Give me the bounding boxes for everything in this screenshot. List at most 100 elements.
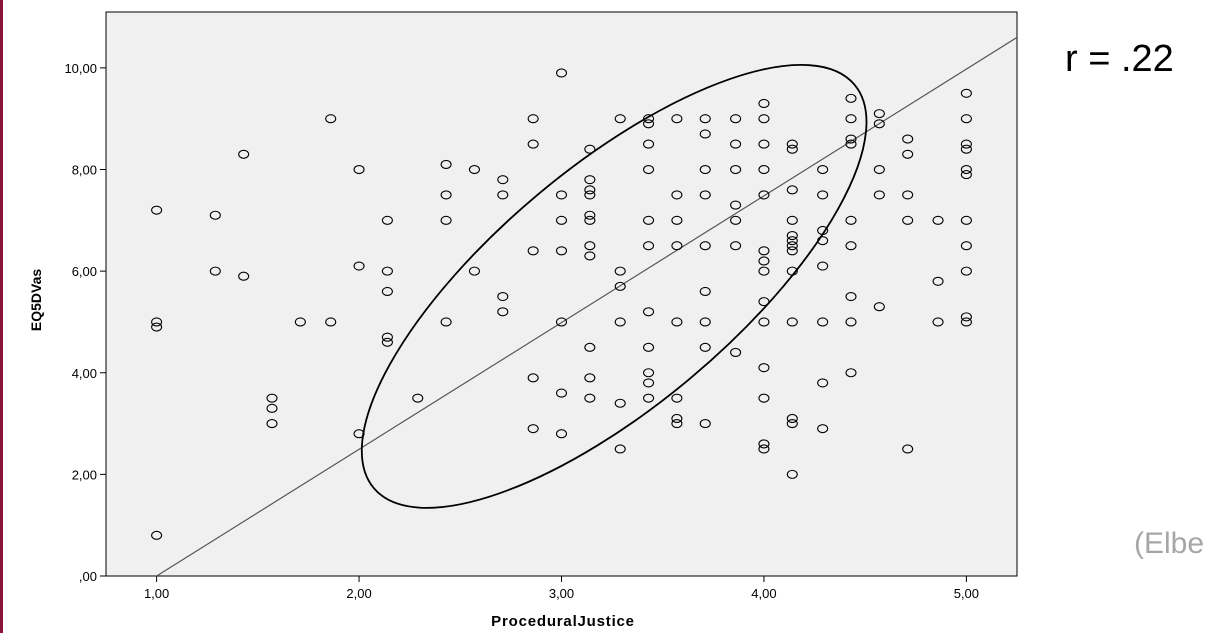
data-point xyxy=(527,114,539,124)
data-point xyxy=(758,164,770,175)
data-point xyxy=(671,413,683,424)
data-point xyxy=(325,317,337,327)
data-point xyxy=(758,444,770,454)
data-point xyxy=(699,190,711,200)
y-tick-label: 6,00 xyxy=(72,264,97,279)
data-point xyxy=(527,139,539,149)
data-point xyxy=(614,266,626,276)
data-point xyxy=(786,241,798,251)
data-point xyxy=(873,302,885,312)
data-point xyxy=(758,246,770,256)
data-point xyxy=(325,114,337,124)
data-point xyxy=(643,378,655,388)
data-point xyxy=(584,342,596,352)
data-point xyxy=(440,159,452,169)
data-point xyxy=(294,317,306,327)
data-point xyxy=(758,266,770,276)
data-point xyxy=(643,342,655,352)
data-point xyxy=(614,398,626,408)
data-point xyxy=(758,317,770,327)
data-point xyxy=(730,215,742,225)
y-axis-label: EQ5DVas xyxy=(28,269,44,331)
data-point xyxy=(555,68,568,78)
data-point xyxy=(266,419,278,429)
data-point xyxy=(873,119,885,129)
data-point xyxy=(699,114,711,124)
data-point xyxy=(902,444,914,454)
data-points xyxy=(151,68,972,540)
data-point xyxy=(786,215,798,225)
data-point xyxy=(671,114,683,124)
data-point xyxy=(238,149,250,159)
data-point xyxy=(643,139,655,149)
data-point xyxy=(440,317,452,327)
data-point xyxy=(730,347,742,357)
data-point xyxy=(584,241,596,251)
data-point xyxy=(786,139,798,149)
data-point xyxy=(845,93,857,103)
data-point xyxy=(381,286,393,297)
highlight-ellipse xyxy=(360,64,868,509)
data-point xyxy=(584,144,596,154)
data-point xyxy=(845,317,857,327)
data-point xyxy=(873,164,885,175)
data-point xyxy=(353,164,365,175)
data-point xyxy=(786,469,798,479)
data-point xyxy=(845,139,857,149)
data-point xyxy=(584,210,596,220)
data-point xyxy=(960,164,972,175)
data-point xyxy=(817,317,829,327)
data-point xyxy=(555,190,568,200)
data-point xyxy=(643,164,655,175)
data-point xyxy=(845,114,857,124)
data-point xyxy=(266,393,278,403)
data-point xyxy=(699,129,711,139)
data-point xyxy=(960,215,972,225)
data-point xyxy=(730,241,742,251)
data-point xyxy=(584,185,596,195)
data-point xyxy=(817,261,829,271)
data-point xyxy=(960,312,972,322)
data-point xyxy=(671,215,683,225)
data-point xyxy=(584,175,596,185)
data-point xyxy=(730,139,742,149)
data-point xyxy=(555,429,568,439)
data-point xyxy=(614,444,626,454)
data-point xyxy=(758,114,770,124)
data-point xyxy=(758,439,770,449)
data-point xyxy=(671,190,683,200)
data-point xyxy=(960,317,972,327)
data-point xyxy=(238,271,250,281)
data-point xyxy=(960,266,972,276)
data-point xyxy=(845,215,857,225)
data-point xyxy=(699,342,711,352)
data-point xyxy=(960,114,972,124)
data-point xyxy=(353,261,365,271)
data-point xyxy=(932,276,944,286)
data-point xyxy=(845,291,857,302)
y-tick-label: 2,00 xyxy=(72,467,97,482)
data-point xyxy=(671,241,683,251)
data-point xyxy=(758,190,770,200)
data-point xyxy=(527,424,539,434)
data-point xyxy=(527,246,539,256)
data-point xyxy=(817,378,829,388)
data-point xyxy=(873,190,885,200)
data-point xyxy=(817,424,829,434)
data-point xyxy=(730,200,742,210)
data-point xyxy=(643,393,655,403)
citation-text: (Elbe xyxy=(1134,527,1205,560)
data-point xyxy=(786,419,798,429)
data-point xyxy=(555,215,568,225)
data-point xyxy=(902,149,914,159)
data-point xyxy=(584,393,596,403)
data-point xyxy=(845,241,857,251)
data-point xyxy=(845,134,857,144)
data-point xyxy=(381,215,393,225)
data-point xyxy=(786,144,798,154)
data-point xyxy=(699,286,711,297)
data-point xyxy=(381,337,393,347)
data-point xyxy=(584,251,596,261)
data-point xyxy=(643,307,655,317)
